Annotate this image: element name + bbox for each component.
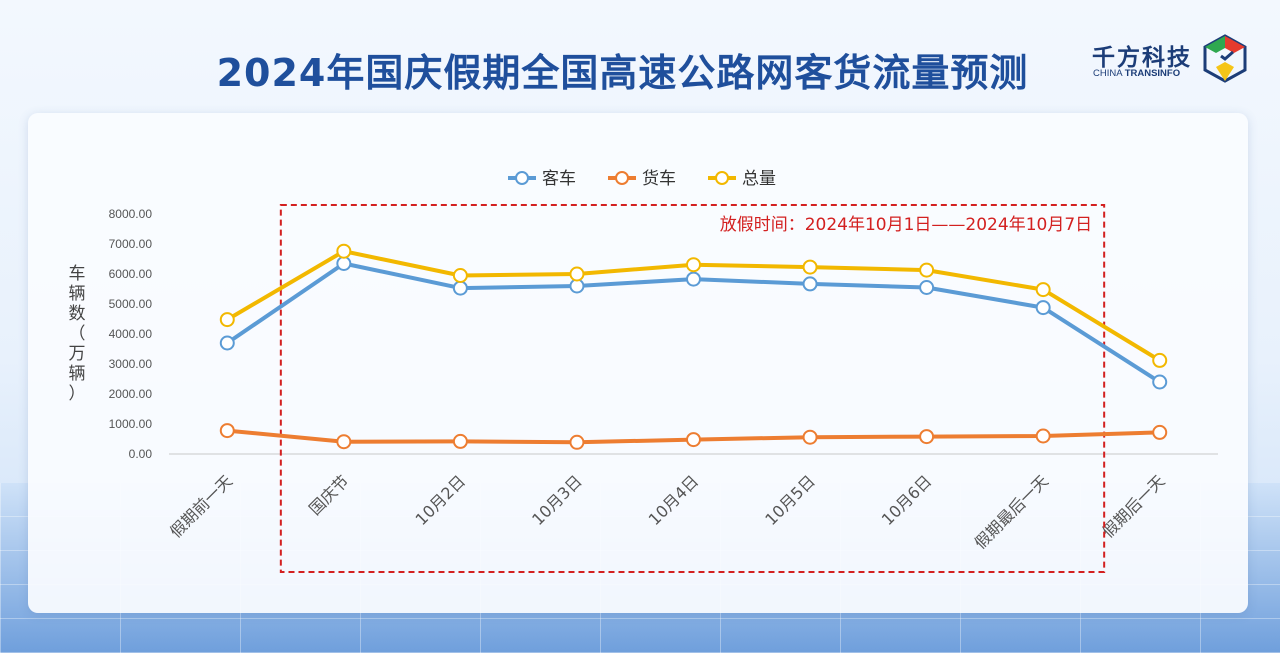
data-point <box>219 423 235 439</box>
y-axis-label-char: 辆 <box>69 284 86 304</box>
x-tick-label: 假期前一天 <box>166 471 236 541</box>
data-point <box>219 335 235 351</box>
logo-name-en-bold: TRANSINFO <box>1124 68 1181 79</box>
data-point <box>1035 282 1051 298</box>
data-point <box>1152 424 1168 440</box>
holiday-span-box <box>279 204 1106 573</box>
data-point <box>686 432 701 448</box>
logo-name-en: CHINA TRANSINFO <box>1093 68 1180 79</box>
x-tick-label: 10月3日 <box>528 471 586 529</box>
y-tick-label: 8000.00 <box>109 207 153 221</box>
holiday-span-note: 放假时间：2024年10月1日——2024年10月7日 <box>720 215 1092 235</box>
data-point <box>336 434 352 450</box>
y-tick-label: 5000.00 <box>109 297 153 311</box>
x-tick-label: 10月6日 <box>878 471 936 529</box>
y-tick-label: 4000.00 <box>109 327 153 341</box>
x-tick-label: 10月4日 <box>645 471 703 529</box>
data-point <box>452 433 468 449</box>
data-point <box>336 243 352 259</box>
x-tick-label: 假期后一天 <box>1099 471 1169 541</box>
legend-swatch-marker <box>715 171 729 185</box>
x-tick-label: 10月5日 <box>761 471 819 529</box>
transinfo-cube-logo-icon <box>1203 34 1247 83</box>
x-tick-label: 假期最后一天 <box>971 471 1052 552</box>
y-axis-label-char: 车 <box>69 264 86 284</box>
data-point <box>802 276 818 292</box>
data-point <box>452 280 468 296</box>
data-point <box>802 259 818 275</box>
y-axis-label-char: 辆 <box>69 364 86 384</box>
y-axis-label-char: （ <box>69 324 86 344</box>
data-point <box>452 268 468 283</box>
data-point <box>919 280 935 295</box>
data-point <box>1035 428 1051 444</box>
data-point <box>1035 300 1051 316</box>
data-point <box>569 266 585 282</box>
y-tick-label: 2000.00 <box>109 387 153 401</box>
y-axis-label: 车辆数（万辆） <box>69 264 86 404</box>
y-axis-label-char: ） <box>69 384 86 404</box>
y-tick-label: 0.00 <box>129 447 153 461</box>
x-tick-label: 10月2日 <box>412 471 470 529</box>
data-point <box>1152 374 1168 390</box>
data-point <box>686 257 701 273</box>
data-point <box>1152 352 1168 368</box>
data-point <box>569 434 585 450</box>
logo-name-cn: 千方科技 <box>1092 45 1192 71</box>
logo-name-en-prefix: CHINA <box>1093 68 1125 79</box>
data-point <box>919 262 935 278</box>
chart-panel: 0.00 1000.00 2000.00 3000.00 4000.00 5000.00 6… <box>28 113 1248 613</box>
y-axis-label-char: 万 <box>69 344 86 364</box>
data-point <box>802 429 818 445</box>
data-point <box>336 256 352 271</box>
y-tick-label: 6000.00 <box>109 267 153 281</box>
legend-label: 总量 <box>742 169 776 189</box>
line-chart: 0.00 1000.00 2000.00 3000.00 4000.00 5000.00 6… <box>69 169 1218 573</box>
company-logo: 千方科技 CHINA TRANSINFO <box>1092 32 1252 87</box>
data-point <box>219 312 235 328</box>
data-point <box>919 429 935 445</box>
y-tick-label: 7000.00 <box>109 237 153 251</box>
y-tick-label: 3000.00 <box>109 357 153 371</box>
legend-label: 货车 <box>642 169 676 189</box>
legend-swatch-marker <box>515 171 529 185</box>
legend-swatch-marker <box>615 171 629 185</box>
y-tick-label: 1000.00 <box>109 417 153 431</box>
legend-label: 客车 <box>542 169 576 189</box>
page-title: 2024年国庆假期全国高速公路网客货流量预测 <box>216 51 1029 95</box>
y-axis-label-char: 数 <box>69 304 86 324</box>
data-point <box>686 271 701 287</box>
x-tick-label: 国庆节 <box>305 471 352 518</box>
